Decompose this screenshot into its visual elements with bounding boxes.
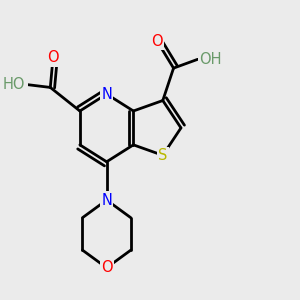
Text: O: O	[152, 34, 163, 49]
Text: N: N	[101, 87, 112, 102]
Text: N: N	[101, 193, 112, 208]
Text: HO: HO	[2, 77, 25, 92]
Text: O: O	[47, 50, 59, 65]
Text: S: S	[158, 148, 167, 163]
Text: OH: OH	[199, 52, 222, 67]
Text: O: O	[101, 260, 112, 275]
